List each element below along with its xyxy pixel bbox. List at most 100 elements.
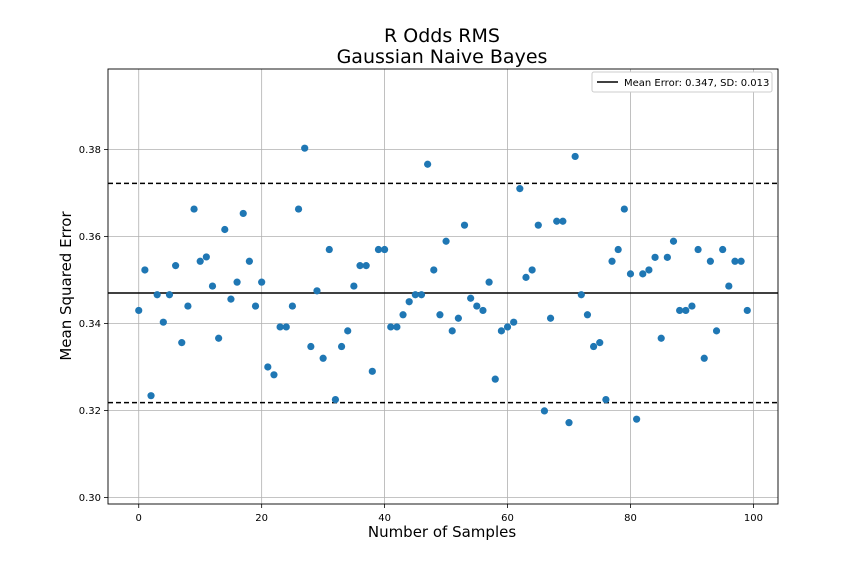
data-point-63	[522, 273, 530, 281]
data-point-16	[233, 278, 241, 286]
data-point-29	[313, 287, 321, 295]
data-point-65	[534, 221, 542, 229]
legend-box	[591, 71, 773, 93]
data-point-58	[491, 375, 499, 383]
data-point-62	[516, 185, 524, 193]
data-point-93	[706, 257, 714, 265]
data-point-88	[676, 306, 684, 315]
data-point-74	[589, 342, 598, 351]
data-point-72	[577, 291, 585, 299]
data-point-79	[620, 205, 628, 213]
data-point-90	[688, 302, 696, 310]
data-point-9	[190, 205, 198, 213]
data-point-84	[651, 253, 659, 261]
data-point-34	[344, 327, 352, 335]
data-point-32	[331, 396, 340, 404]
data-point-85	[657, 334, 665, 342]
data-point-25	[288, 302, 297, 310]
data-point-18	[245, 257, 253, 265]
data-point-4	[159, 318, 167, 326]
data-point-87	[669, 237, 678, 245]
data-point-70	[565, 419, 573, 427]
data-point-76	[602, 396, 610, 404]
data-point-37	[362, 262, 370, 270]
data-point-28	[307, 342, 315, 351]
data-point-3	[153, 291, 161, 299]
data-point-5	[165, 291, 174, 299]
data-point-60	[503, 323, 512, 331]
legend-entry-mean: Mean Error: 0.347, SD: 0.013	[624, 78, 769, 89]
data-point-91	[694, 245, 702, 254]
data-point-73	[583, 311, 592, 319]
data-point-53	[460, 221, 469, 229]
data-point-80	[626, 270, 635, 278]
chart-subtitle: Gaussian Naive Bayes	[337, 46, 548, 68]
data-point-27	[301, 144, 309, 152]
plot-frame	[107, 68, 779, 505]
data-point-49	[436, 311, 444, 319]
y-tick-label-1: 0.32	[79, 406, 101, 417]
data-point-71	[571, 152, 579, 161]
data-point-99	[743, 306, 751, 315]
grid-lines	[108, 69, 778, 504]
data-point-81	[633, 415, 641, 423]
legend: Mean Error: 0.347, SD: 0.013	[591, 71, 773, 93]
data-point-1	[141, 266, 149, 274]
data-point-12	[208, 282, 217, 290]
data-point-47	[424, 160, 432, 168]
x-tick-label-5: 100	[744, 513, 763, 524]
data-point-67	[546, 314, 555, 322]
data-point-56	[479, 306, 487, 315]
y-axis-label: Mean Squared Error	[57, 211, 75, 361]
data-point-7	[178, 339, 186, 347]
data-point-83	[645, 266, 653, 274]
data-point-92	[700, 354, 708, 362]
data-point-61	[510, 318, 518, 326]
data-point-45	[411, 291, 419, 299]
data-point-94	[712, 327, 721, 335]
data-point-50	[442, 237, 450, 245]
data-point-8	[184, 302, 192, 310]
data-point-96	[725, 282, 733, 290]
data-point-68	[553, 217, 561, 225]
data-point-10	[196, 257, 204, 265]
data-point-52	[454, 314, 462, 322]
data-point-30	[319, 354, 327, 362]
reference-lines	[108, 182, 778, 404]
data-point-36	[356, 262, 364, 270]
data-point-41	[387, 323, 395, 331]
data-point-57	[485, 278, 493, 286]
data-points	[135, 144, 751, 427]
data-point-26	[294, 205, 303, 213]
data-point-21	[264, 363, 272, 371]
data-point-89	[682, 306, 690, 315]
data-point-46	[417, 291, 426, 299]
data-point-75	[596, 339, 604, 347]
data-point-14	[221, 225, 229, 234]
x-tick-label-0: 0	[136, 513, 142, 524]
data-point-6	[172, 262, 180, 270]
data-point-86	[663, 253, 671, 261]
x-tick-label-2: 40	[378, 513, 391, 524]
data-point-15	[227, 295, 235, 303]
data-point-55	[473, 302, 481, 310]
data-point-77	[608, 257, 616, 265]
chart-title: R Odds RMS	[384, 25, 500, 47]
data-point-59	[497, 327, 505, 335]
data-point-43	[399, 311, 407, 319]
data-point-24	[282, 323, 290, 331]
data-point-38	[368, 367, 376, 375]
data-point-22	[270, 371, 278, 379]
data-point-17	[239, 209, 247, 218]
data-point-35	[350, 282, 358, 290]
x-axis-ticks: 0 20 40 60 80 100	[136, 504, 763, 524]
data-point-40	[381, 245, 389, 254]
data-point-19	[251, 302, 260, 310]
data-point-78	[614, 245, 622, 254]
y-tick-label-0: 0.30	[79, 493, 101, 504]
data-point-31	[325, 245, 333, 254]
x-tick-label-4: 80	[624, 513, 637, 524]
data-point-98	[737, 257, 745, 265]
data-point-42	[393, 323, 401, 331]
